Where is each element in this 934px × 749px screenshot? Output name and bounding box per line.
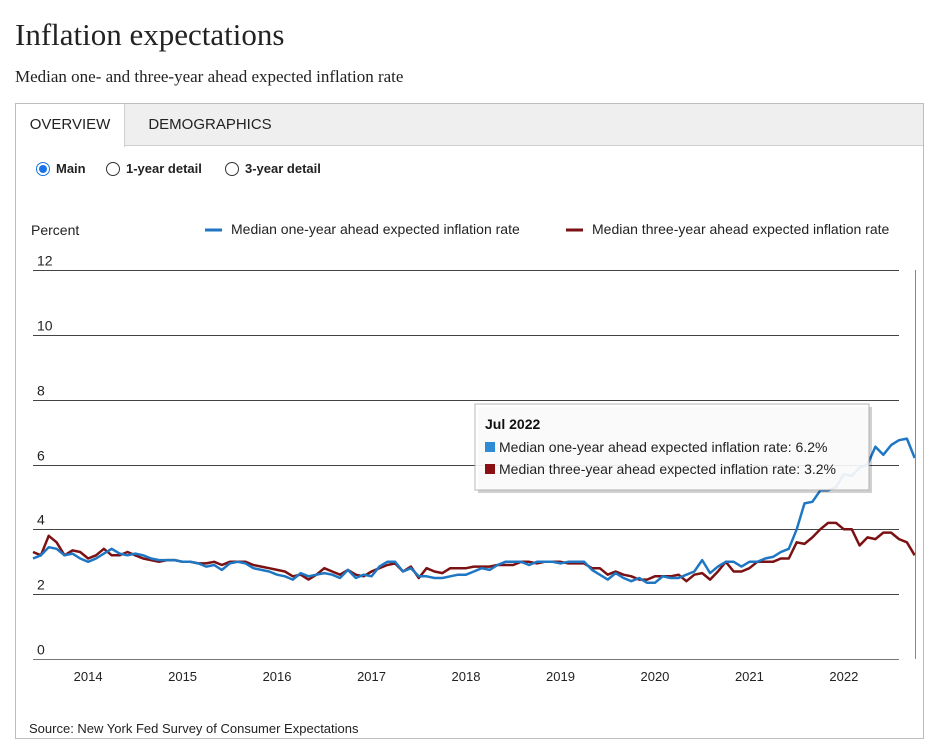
radio-1-year-detail[interactable]: 1-year detail: [106, 160, 216, 178]
tooltip-three-year-marker: [485, 464, 495, 474]
x-tick-label: 2014: [74, 669, 103, 684]
radio-3-year-detail[interactable]: 3-year detail: [225, 160, 335, 178]
legend: Median one-year ahead expected inflation…: [205, 221, 890, 237]
x-axis-ticks: 2014 2015 2016 2017 2018 2019 2020 2021 2022: [74, 669, 859, 684]
radio-main[interactable]: Main: [36, 160, 96, 178]
tab-overview[interactable]: OVERVIEW: [16, 104, 125, 147]
tooltip-box: [474, 403, 870, 491]
y-axis-label: Percent: [31, 222, 79, 238]
tab-bar: OVERVIEW DEMOGRAPHICS: [16, 104, 923, 147]
x-tick-label: 2019: [546, 669, 575, 684]
radio-1-year-detail-label: 1-year detail: [126, 161, 202, 176]
x-tick-label: 2017: [357, 669, 386, 684]
x-tick-label: 2022: [829, 669, 858, 684]
y-tick-label: 4: [37, 512, 45, 528]
x-tick-label: 2018: [452, 669, 481, 684]
y-tick-label: 2: [37, 577, 45, 593]
y-tick-label: 10: [37, 318, 53, 334]
page-subtitle: Median one- and three-year ahead expecte…: [15, 67, 404, 86]
legend-three-year-label[interactable]: Median three-year ahead expected inflati…: [592, 221, 890, 237]
x-tick-label: 2016: [263, 669, 292, 684]
source-note: Source: New York Fed Survey of Consumer …: [29, 721, 359, 736]
x-tick-label: 2015: [168, 669, 197, 684]
one-year-series-line: [32, 437, 916, 585]
tooltip-title: Jul 2022: [485, 416, 540, 432]
tab-demographics[interactable]: DEMOGRAPHICS: [148, 116, 272, 133]
y-axis-ticks: 0 2 4 6 8 10 12: [37, 253, 53, 658]
legend-one-year-label[interactable]: Median one-year ahead expected inflation…: [231, 221, 520, 237]
y-tick-label: 6: [37, 448, 45, 464]
series-lines: [32, 270, 916, 659]
y-tick-label: 0: [37, 642, 45, 658]
tooltip-three-year-value: Median three-year ahead expected inflati…: [499, 461, 836, 477]
radio-3-year-detail-label: 3-year detail: [245, 161, 321, 176]
radio-main-label: Main: [56, 161, 86, 176]
chart-panel: OVERVIEW DEMOGRAPHICS Main 1-year detail…: [15, 103, 924, 739]
x-tick-label: 2020: [640, 669, 669, 684]
radio-checked-icon: [36, 162, 50, 176]
tooltip: Jul 2022 Median one-year ahead expected …: [474, 403, 872, 493]
tooltip-one-year-value: Median one-year ahead expected inflation…: [499, 439, 827, 455]
radio-unchecked-icon: [225, 162, 239, 176]
y-tick-label: 12: [37, 253, 53, 269]
page-title: Inflation expectations: [15, 17, 285, 52]
tooltip-one-year-marker: [485, 442, 495, 452]
y-tick-label: 8: [37, 383, 45, 399]
radio-unchecked-icon: [106, 162, 120, 176]
x-tick-label: 2021: [735, 669, 764, 684]
